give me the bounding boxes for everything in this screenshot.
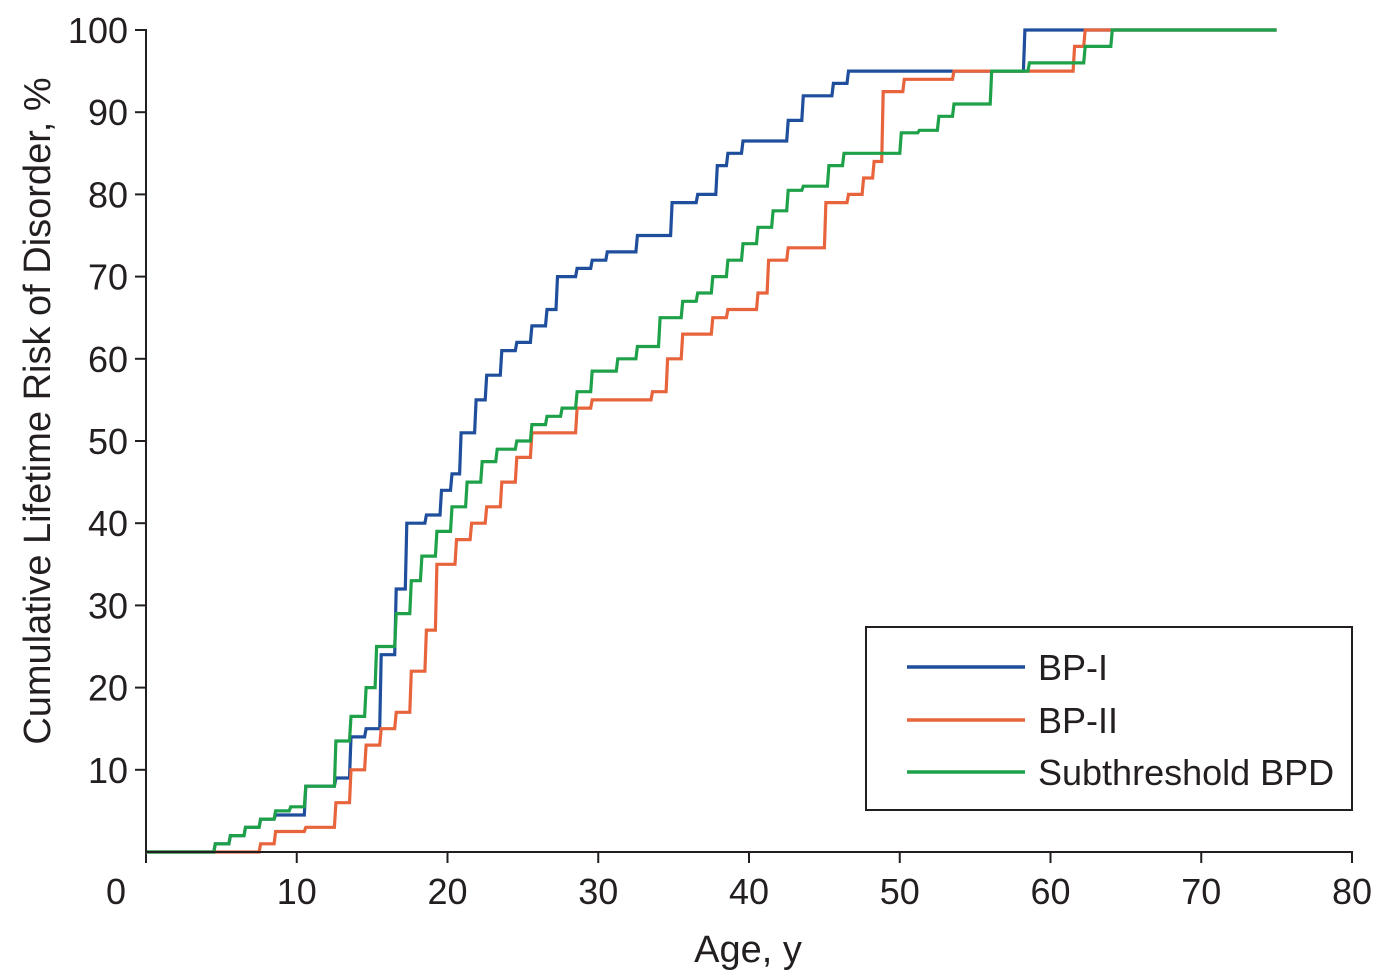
y-tick-label: 60 [88,339,128,380]
x-tick-label: 10 [277,871,317,912]
series-line-2 [146,28,1277,854]
y-tick-label: 80 [88,174,128,215]
y-tick-label: 70 [88,257,128,298]
x-tick-label: 40 [729,871,769,912]
x-tick-label: 20 [427,871,467,912]
x-tick-label: 0 [106,871,126,912]
legend-label-1: BP-I [1038,647,1108,688]
y-tick-label: 20 [88,668,128,709]
series-lines [146,28,1277,854]
series-line-3 [146,28,1277,854]
x-tick-label: 80 [1332,871,1372,912]
y-axis-title: Cumulative Lifetime Risk of Disorder, % [17,77,59,744]
x-tick-label: 50 [880,871,920,912]
y-tick-label: 10 [88,750,128,791]
y-tick-label: 40 [88,503,128,544]
y-tick-label: 100 [68,10,128,51]
y-tick-label: 50 [88,421,128,462]
y-axis-ticks: 10 20 30 40 50 60 70 80 90 100 [68,10,146,791]
x-tick-label: 70 [1181,871,1221,912]
x-tick-label: 60 [1030,871,1070,912]
x-axis-title: Age, y [694,929,802,971]
legend: BP-I BP-II Subthreshold BPD [865,626,1353,811]
x-axis-ticks: 0 10 20 30 40 50 60 70 80 [106,852,1372,912]
x-tick-label: 30 [578,871,618,912]
y-tick-label: 90 [88,92,128,133]
legend-label-3: Subthreshold BPD [1038,752,1334,793]
y-tick-label: 30 [88,585,128,626]
legend-label-2: BP-II [1038,700,1118,741]
